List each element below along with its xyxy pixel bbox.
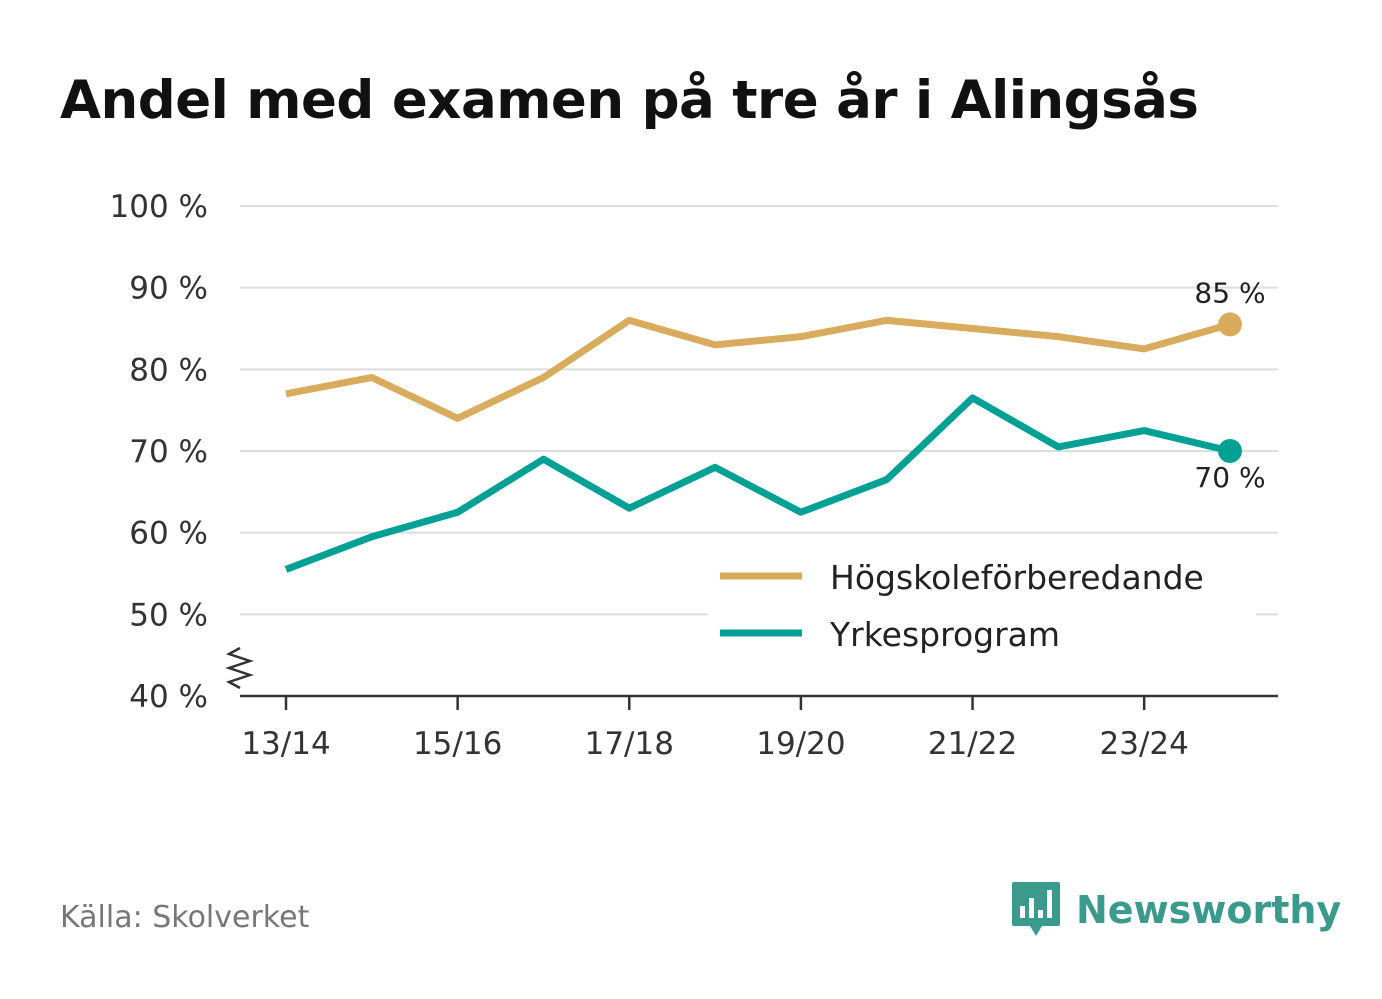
series-line-yrkesprogram [284, 394, 1231, 573]
x-tick-label: 21/22 [928, 726, 1017, 762]
y-tick-label: 40 % [129, 679, 208, 715]
end-point-marker [1218, 312, 1242, 337]
legend-label-hogskoleforberedande: Högskoleförberedande [830, 558, 1204, 597]
x-tick-labels: 13/14 15/16 17/18 19/20 21/22 23/24 [241, 726, 1189, 762]
brand-name: Newsworthy [1076, 888, 1342, 932]
y-tick-label: 90 % [129, 271, 208, 307]
y-tick-label: 100 % [110, 189, 208, 225]
y-tick-label: 80 % [129, 352, 208, 388]
x-tick-label: 23/24 [1100, 726, 1189, 762]
chart-title: Andel med examen på tre år i Alingsås [60, 70, 1199, 131]
bar-chart-speech-bubble-icon [1012, 882, 1060, 936]
source-note: Källa: Skolverket [60, 900, 310, 935]
x-tick-label: 17/18 [585, 726, 674, 762]
legend: Högskoleförberedande Yrkesprogram [708, 552, 1256, 660]
y-tick-label: 50 % [129, 597, 208, 633]
x-tick-label: 19/20 [756, 726, 845, 762]
end-label-yrkesprogram: 70 % [1194, 461, 1265, 494]
legend-background [708, 552, 1256, 660]
y-axis-break [225, 646, 254, 690]
series-lines [284, 312, 1242, 573]
axes [225, 646, 1278, 710]
newsworthy-logo: Newsworthy [1010, 880, 1341, 940]
legend-label-yrkesprogram: Yrkesprogram [829, 615, 1060, 654]
end-point-marker [1218, 439, 1242, 463]
series-line-hogskoleforberedande [285, 316, 1231, 422]
y-tick-label: 70 % [129, 434, 208, 470]
end-labels: 85 % 70 % [1194, 276, 1265, 494]
end-label-hogskoleforberedande: 85 % [1194, 276, 1265, 309]
x-tick-label: 15/16 [413, 726, 502, 762]
x-tick-label: 13/14 [241, 726, 330, 762]
y-tick-labels: 40 % 50 % 60 % 70 % 80 % 90 % 100 % [110, 189, 208, 715]
gridlines [240, 205, 1278, 616]
y-tick-label: 60 % [129, 516, 208, 552]
